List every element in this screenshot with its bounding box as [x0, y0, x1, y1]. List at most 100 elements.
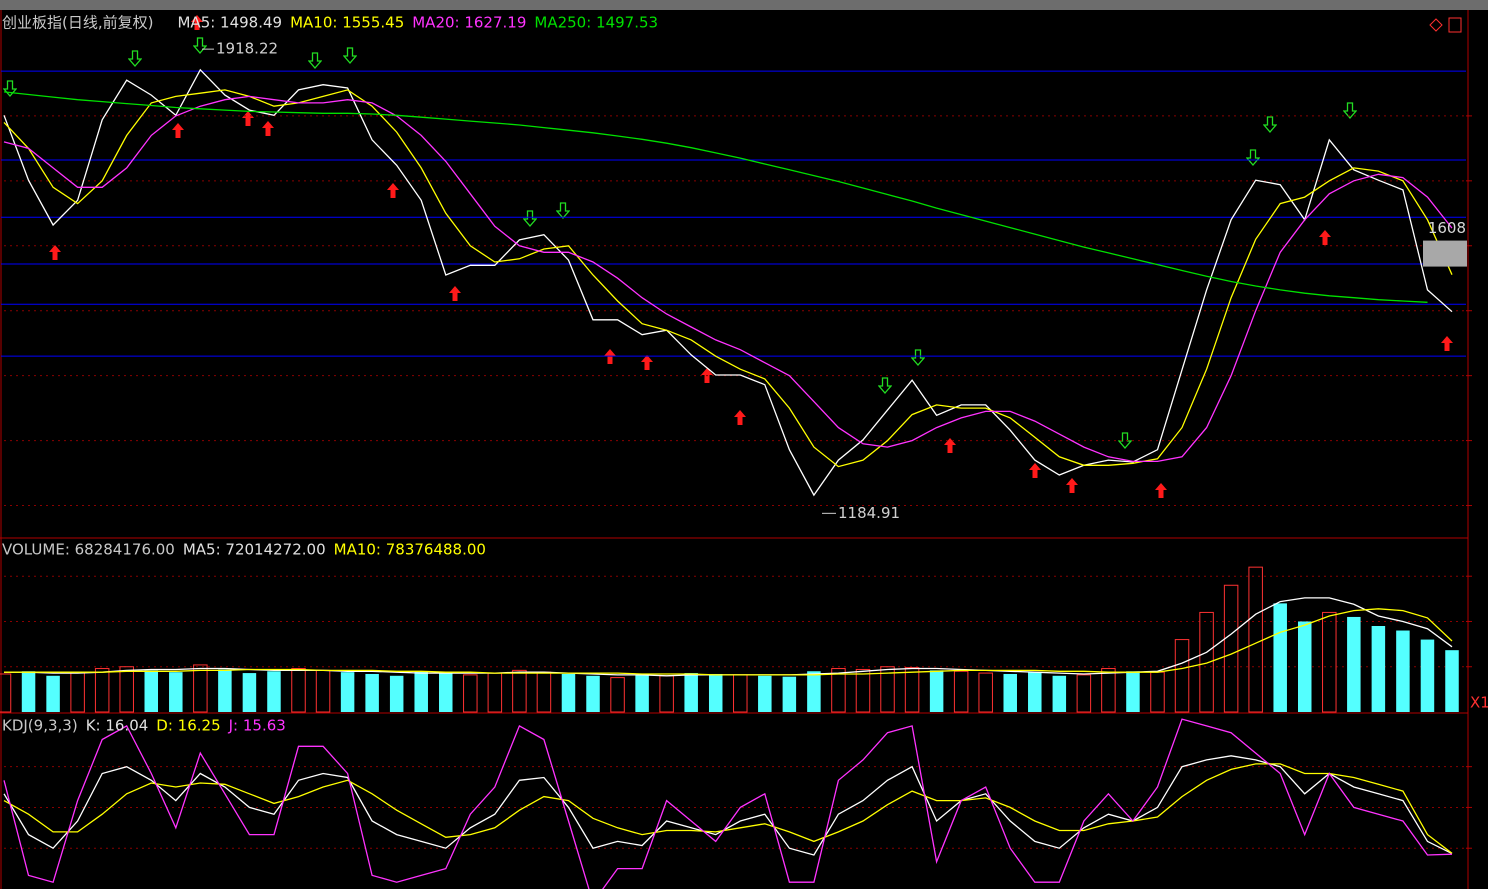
- volume-bar: [340, 672, 355, 712]
- buy-signal: [944, 438, 956, 453]
- volume-bar: [807, 671, 821, 712]
- volume-bar: [1150, 671, 1165, 713]
- buy-signal: [262, 121, 274, 136]
- volume-bar: [463, 674, 478, 713]
- sell-signal: [556, 202, 570, 219]
- legend-entry: J: 15.63: [228, 717, 286, 735]
- buy-signal: [49, 245, 61, 260]
- panel-title: 创业板指(日线,前复权): [2, 14, 153, 32]
- volume-bar: [1052, 675, 1067, 712]
- legend-entry: MA250: 1497.53: [534, 14, 658, 32]
- volume-bar: [1028, 672, 1042, 712]
- sell-signal: [878, 377, 892, 394]
- volume-bar: [1076, 674, 1092, 713]
- sell-signal: [308, 52, 322, 69]
- panel-title: KDJ(9,3,3): [2, 717, 78, 735]
- volume-bar: [291, 668, 306, 713]
- buy-signal: [1155, 483, 1167, 498]
- series-line: [3, 68, 1453, 497]
- window-buttons: [1429, 17, 1462, 33]
- volume-bar: [684, 673, 698, 712]
- low-label: 1184.91: [838, 504, 900, 522]
- volume-bar: [1101, 668, 1116, 713]
- volume-bar: [1347, 616, 1361, 712]
- volume-bar: [267, 671, 281, 712]
- volume-bar: [94, 668, 110, 713]
- volume-bar: [758, 675, 772, 712]
- volume-bar: [635, 674, 649, 712]
- volume-bar: [193, 664, 208, 713]
- volume-bar: [782, 676, 797, 712]
- buy-signal: [449, 286, 461, 301]
- volume-bar: [880, 666, 895, 713]
- sell-signal: [343, 47, 357, 64]
- volume-bar: [1223, 584, 1239, 713]
- window-button[interactable]: [1429, 18, 1443, 32]
- volume-bar: [414, 671, 428, 712]
- volume-bar: [119, 666, 134, 713]
- volume-bar: [953, 670, 969, 713]
- volume-bar: [733, 674, 748, 713]
- sell-signal: [1246, 149, 1260, 166]
- cursor-price: 1608: [1428, 219, 1466, 237]
- volume-bar: [536, 671, 552, 713]
- volume-bar: [487, 672, 503, 713]
- series-line: [3, 95, 1453, 463]
- volume-bar: [586, 675, 600, 712]
- volume-bar: [389, 675, 404, 712]
- volume-bar: [1126, 671, 1140, 712]
- volume-bar: [315, 669, 331, 713]
- volume-bar: [831, 668, 846, 713]
- volume-bar: [365, 673, 379, 712]
- volume-bar: [978, 672, 993, 713]
- volume-bar: [46, 675, 60, 712]
- series-line: [3, 89, 1453, 468]
- volume-bar: [169, 672, 183, 712]
- legend-entry: D: 16.25: [156, 717, 220, 735]
- series-line: [3, 718, 1453, 889]
- sell-signal: [911, 349, 925, 366]
- volume-bar: [708, 673, 723, 712]
- top-toolbar: [0, 0, 1488, 10]
- legend-entry: MA20: 1627.19: [412, 14, 526, 32]
- volume-bar: [1273, 603, 1287, 712]
- legend-entry: MA5: 72014272.00: [183, 541, 326, 559]
- volume-bar: [1445, 650, 1459, 712]
- volume-bar: [855, 668, 871, 713]
- series-line: [3, 755, 1453, 856]
- volume-bar: [1297, 621, 1312, 712]
- unit-label: X1: [1470, 694, 1488, 712]
- volume-bar: [512, 669, 527, 713]
- sell-signal: [1263, 116, 1277, 133]
- volume-bar: [1003, 673, 1017, 712]
- series-line: [4, 608, 1453, 676]
- window-button[interactable]: [1448, 17, 1462, 33]
- legend-entry: MA10: 1555.45: [290, 14, 404, 32]
- volume-bar: [904, 667, 920, 713]
- volume-bar: [218, 669, 232, 712]
- volume-bar: [1322, 611, 1337, 713]
- volume-bar: [242, 673, 257, 712]
- high-label: 1918.22: [216, 40, 278, 58]
- buy-signal: [242, 111, 254, 126]
- buy-signal: [1029, 463, 1041, 478]
- volume-bar: [1371, 626, 1386, 712]
- volume-bar: [1248, 566, 1263, 713]
- sell-signal: [128, 50, 142, 67]
- volume-bar: [561, 673, 576, 712]
- volume-bar: [659, 675, 674, 713]
- buy-signal: [641, 355, 653, 370]
- volume-bar: [1420, 639, 1435, 712]
- buy-signal: [1441, 336, 1453, 351]
- volume-bar: [439, 672, 453, 712]
- volume-bar: [610, 677, 625, 713]
- series-line: [3, 763, 1453, 854]
- buy-signal: [172, 123, 184, 138]
- signal-arrows: [3, 15, 1453, 498]
- legend-entry: MA10: 78376488.00: [334, 541, 486, 559]
- volume-bar: [929, 670, 944, 712]
- buy-signal: [734, 410, 746, 425]
- buy-signal: [1066, 478, 1078, 493]
